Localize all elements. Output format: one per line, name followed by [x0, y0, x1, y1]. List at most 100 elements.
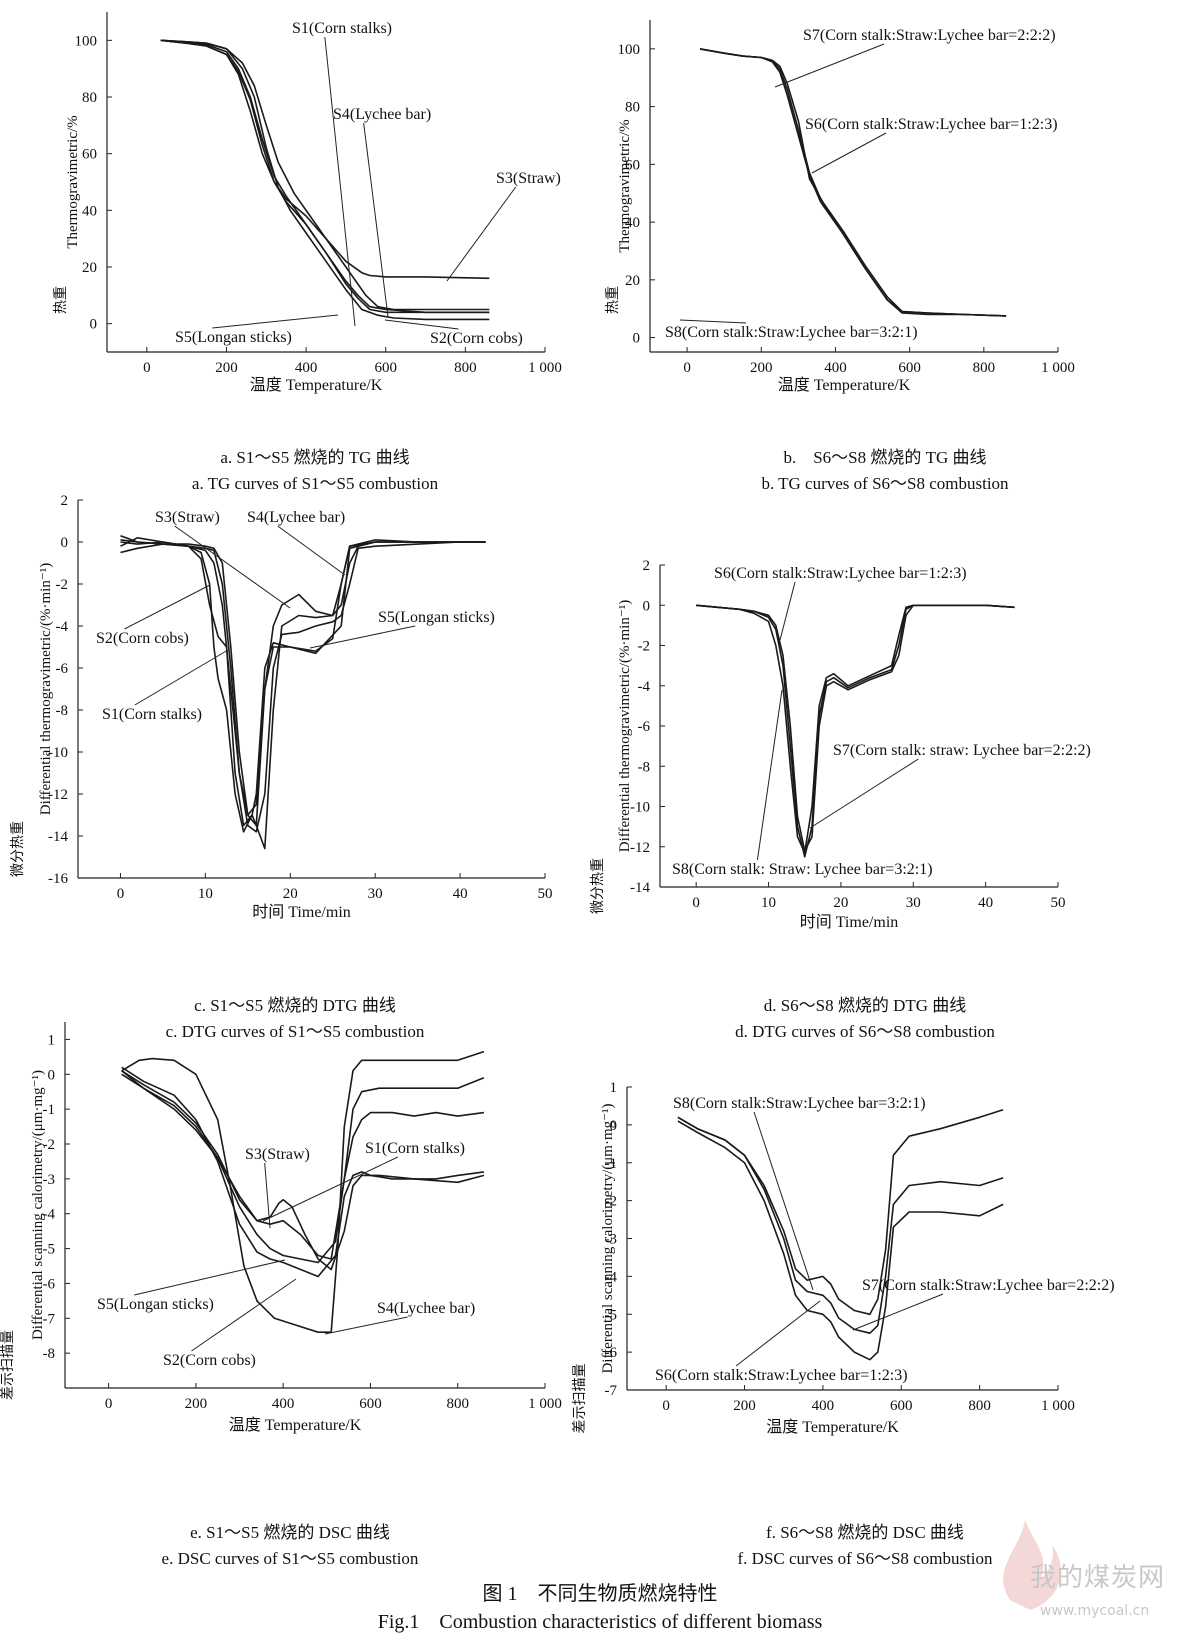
panel-e-annotation-label: S5(Longan sticks): [97, 1296, 214, 1313]
panel-e-y-tick-label: -6: [43, 1276, 56, 1292]
panel-b-annotation-leader: [774, 43, 885, 88]
panel-e-y-axis-label-cn: 差示扫描量: [0, 1330, 16, 1400]
panel-a-annotation-leader: [363, 122, 389, 318]
panel-a-series-4-line: [160, 39, 490, 311]
panel-a-series-5-line: [160, 39, 490, 314]
panel-a-x-tick-label: 400: [295, 360, 318, 376]
panel-a-y-tick-label: 40: [82, 203, 97, 219]
panel-e-series-3-line: [121, 1073, 485, 1271]
panel-f-annotation-label: S6(Corn stalk:Straw:Lychee bar=1:2:3): [655, 1367, 908, 1384]
panel-e-annotation-leader: [191, 1278, 297, 1352]
panel-c-annotation-label: S4(Lychee bar): [247, 509, 345, 526]
panel-c-caption-cn: c. S1～S5 燃烧的 DTG 曲线: [194, 996, 396, 1015]
panel-c-annotation-label: S2(Corn cobs): [96, 630, 189, 647]
panel-c-y-tick-label: -12: [48, 787, 68, 803]
panel-b-caption-en: b. TG curves of S6～S8 combustion: [761, 474, 1009, 493]
panel-c-y-tick-label: 0: [61, 535, 69, 551]
panel-d-y-axis-label: Differential thermogravimetric/(%·min⁻¹): [617, 600, 633, 852]
panel-d-y-tick-label: -6: [638, 719, 651, 735]
panel-f-y-tick-label: -4: [605, 1269, 618, 1285]
panel-d-caption-en: d. DTG curves of S6～S8 combustion: [735, 1022, 995, 1041]
panel-c-x-tick-label: 20: [283, 886, 298, 902]
panel-a-annotation-leader: [324, 36, 356, 327]
panel-e-x-tick-label: 200: [185, 1396, 208, 1412]
panel-b-series-1-line: [699, 48, 1007, 317]
panel-b-annotation-leader: [811, 132, 887, 174]
panel-e-series-4-line: [121, 1050, 485, 1333]
panel-d-x-tick-label: 40: [978, 895, 993, 911]
panel-a-x-tick-label: 800: [454, 360, 477, 376]
panel-c-series-4-line: [120, 539, 486, 850]
panel-c-y-tick-label: -14: [48, 829, 68, 845]
panel-a-x-tick-label: 0: [143, 360, 151, 376]
panel-a-x-tick-label: 200: [215, 360, 238, 376]
panel-b-x-tick-label: 400: [824, 360, 847, 376]
panel-a-caption-cn: a. S1～S5 燃烧的 TG 曲线: [220, 448, 410, 467]
panel-c-annotation-leader: [277, 525, 346, 576]
panel-c-annotation-label: S5(Longan sticks): [378, 609, 495, 626]
panel-a-y-tick-label: 80: [82, 90, 97, 106]
panel-c-y-tick-label: 2: [61, 493, 69, 509]
panel-f-y-tick-label: -2: [605, 1194, 618, 1210]
panel-e-x-tick-label: 400: [272, 1396, 295, 1412]
panel-f-y-tick-label: 0: [610, 1118, 618, 1134]
panel-d-annotation-label: S8(Corn stalk: Straw: Lychee bar=3:2:1): [672, 861, 933, 878]
panel-a-x-axis-label: 温度 Temperature/K: [250, 376, 383, 394]
panel-e-annotation-leader: [262, 1156, 399, 1222]
panel-e-annotation-leader: [134, 1259, 286, 1296]
panel-a-y-tick-label: 20: [82, 260, 97, 276]
panel-c-annotation-leader: [124, 584, 211, 630]
panel-d-y-tick-label: -12: [630, 840, 650, 856]
panel-d-annotation-label: S6(Corn stalk:Straw:Lychee bar=1:2:3): [714, 565, 967, 582]
panel-d-y-tick-label: 2: [643, 558, 651, 574]
panel-a-x-tick-label: 1 000: [528, 360, 562, 376]
panel-a-annotation-label: S3(Straw): [496, 170, 561, 187]
panel-f-y-tick-label: -5: [605, 1307, 618, 1323]
panel-c-x-tick-label: 30: [368, 886, 383, 902]
panel-c-x-axis-label: 时间 Time/min: [252, 903, 351, 921]
panel-a-caption-en: a. TG curves of S1～S5 combustion: [191, 474, 439, 493]
panel-b-x-axis-label: 温度 Temperature/K: [778, 376, 911, 394]
panel-e-x-tick-label: 800: [446, 1396, 469, 1412]
panel-f-x-tick-label: 800: [968, 1398, 991, 1414]
panel-a-annotation-label: S5(Longan sticks): [175, 329, 292, 346]
panel-f-y-tick-label: 1: [610, 1080, 618, 1096]
panel-c-y-tick-label: -6: [56, 661, 69, 677]
panel-f-annotation-leader: [753, 1111, 814, 1291]
panel-d-x-tick-label: 50: [1051, 895, 1066, 911]
panel-b-x-tick-label: 200: [750, 360, 773, 376]
panel-d-caption: d. S6～S8 燃烧的 DTG 曲线 d. DTG curves of S6～…: [660, 993, 1070, 1045]
panel-f-x-tick-label: 0: [662, 1398, 670, 1414]
watermark-text: 我的煤炭网: [1030, 1563, 1166, 1593]
panel-d-series-3-line: [696, 604, 1015, 852]
panel-c-annotation-label: S1(Corn stalks): [102, 706, 202, 723]
panel-a-y-axis-label: Thermogravimetric/%: [65, 115, 81, 248]
panel-b-chart: 0 200 400 600 800 1 000 0 20 40 60 80 100 温度 Tempera…: [605, 20, 1075, 394]
panel-f-x-tick-label: 400: [812, 1398, 835, 1414]
panel-e-y-tick-label: -7: [43, 1311, 56, 1327]
panel-e-chart: 0 200 400 600 800 1 000 1 0 -1 -2 -3 -4 -5 -6 -7 -8 温度 T…: [0, 1022, 562, 1434]
panel-c-y-axis-label-cn: 微分热重: [10, 821, 26, 877]
panel-d-y-tick-label: -4: [638, 679, 651, 695]
panel-b-y-axis-label: Thermogravimetric/%: [617, 119, 633, 252]
panel-a-series-3-line: [160, 39, 490, 280]
panel-a-y-axis-label-cn: 热重: [53, 286, 69, 314]
panel-f-caption-en: f. DSC curves of S6～S8 combustion: [737, 1549, 993, 1568]
panel-f-annotation-leader: [735, 1300, 821, 1367]
panel-e-y-tick-label: 0: [48, 1067, 56, 1083]
panel-c-annotation-leader: [174, 525, 291, 609]
panel-e-annotation-label: S4(Lychee bar): [377, 1300, 475, 1317]
panel-a-annotation-leader: [384, 319, 459, 330]
panel-f-caption-cn: f. S6～S8 燃烧的 DSC 曲线: [766, 1523, 964, 1542]
panel-e-annotation-label: S3(Straw): [245, 1146, 310, 1163]
panel-a-annotation-label: S4(Lychee bar): [333, 106, 431, 123]
panel-d-x-tick-label: 10: [761, 895, 776, 911]
panel-b-y-tick-label: 80: [625, 100, 640, 116]
figure-caption-en: Fig.1 Combustion characteristics of diff…: [377, 1611, 823, 1633]
panel-d-annotation-label: S7(Corn stalk: straw: Lychee bar=2:2:2): [833, 742, 1091, 759]
panel-d-y-axis-label-cn: 微分热重: [590, 858, 606, 914]
panel-b-y-tick-label: 20: [625, 273, 640, 289]
panel-d-series-2-line: [696, 604, 1015, 858]
panel-a-annotation-leader: [212, 314, 339, 329]
